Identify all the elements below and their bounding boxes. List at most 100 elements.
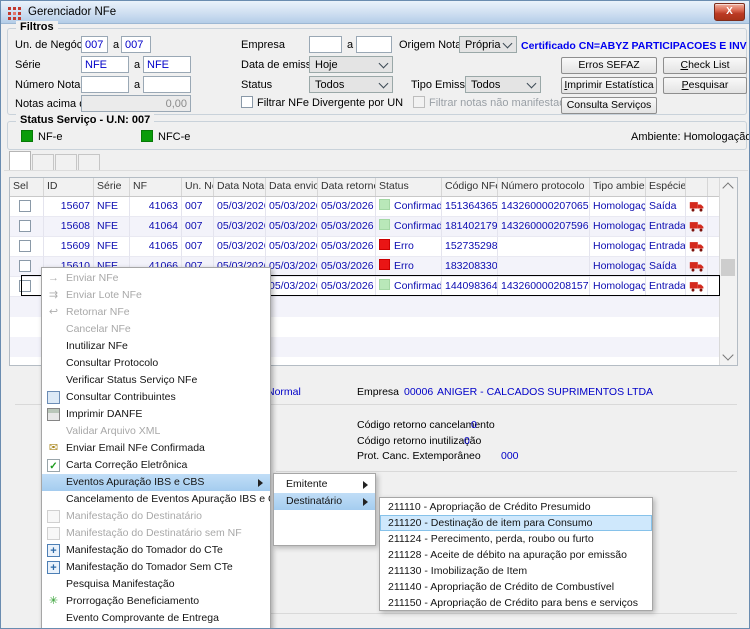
menu-item[interactable]: Cancelamento de Eventos Apuração IBS e C…	[66, 493, 270, 505]
nfe-label: NF-e	[38, 131, 63, 143]
menu-item[interactable]: Manifestação do Destinatário sem NF	[42, 525, 270, 542]
scroll-up-icon[interactable]	[722, 182, 734, 194]
letter-check-icon	[47, 459, 60, 472]
pesquisar-button[interactable]: Pesquisar	[663, 77, 747, 94]
status-servico-title: Status Serviço - U.N: 007	[16, 114, 155, 126]
menu-item[interactable]: Manifestação do Tomador do CTe	[42, 542, 270, 559]
notas-acima-input	[81, 95, 191, 112]
tab-strip	[9, 151, 101, 170]
submenu-evento-item[interactable]: 211128 - Aceite de débito na apuração po…	[388, 549, 627, 561]
col-especie[interactable]: Espécie	[646, 178, 686, 196]
menu-item[interactable]: Consultar Protocolo	[66, 357, 159, 369]
col-sel[interactable]: Sel	[10, 178, 44, 196]
menu-item[interactable]: Enviar Lote NFe	[42, 287, 270, 304]
lower-groupbox-border	[271, 613, 737, 614]
menu-item[interactable]: Pesquisa Manifestação	[66, 578, 175, 590]
row-checkbox[interactable]	[19, 260, 31, 272]
col-serie[interactable]: Série	[94, 178, 130, 196]
col-data-retorno[interactable]: Data retorno	[318, 178, 376, 196]
info-divider	[15, 404, 737, 405]
menu-item[interactable]: Evento Comprovante de Entrega	[66, 612, 219, 624]
check-list-button[interactable]: Check List	[663, 57, 747, 74]
empresa-to-input[interactable]	[356, 36, 392, 53]
tab[interactable]	[32, 154, 54, 170]
truck-icon	[689, 222, 704, 232]
table-row[interactable]: 15608 NFE 41064 007 05/03/2026 05/03/202…	[10, 217, 737, 237]
empresa-from-input[interactable]	[309, 36, 342, 53]
col-nf[interactable]: NF	[130, 178, 182, 196]
serie-from-input[interactable]	[81, 56, 129, 73]
menu-item[interactable]: Enviar Email NFe Confirmada	[42, 440, 270, 457]
canc-label: Código retorno cancelamento	[357, 419, 495, 431]
erros-sefaz-button[interactable]: Erros SEFAZ	[561, 57, 657, 74]
menu-item[interactable]: Carta Correção Eletrônica	[42, 457, 270, 474]
menu-item[interactable]: Inutilizar NFe	[66, 340, 128, 352]
submenu-evento-item[interactable]: 211110 - Apropriação de Crédito Presumid…	[388, 501, 591, 513]
menu-item[interactable]: Cancelar NFe	[66, 323, 131, 335]
send-batch-icon	[47, 289, 60, 302]
origem-nota-select[interactable]: Própria	[459, 36, 517, 53]
truck-icon	[689, 202, 704, 212]
grid-vertical-scrollbar[interactable]	[719, 178, 737, 365]
imprimir-estatistica-button[interactable]: Imprimir Estatística	[561, 77, 657, 94]
status-select[interactable]: Todos	[309, 76, 393, 93]
table-row[interactable]: 15607 NFE 41063 007 05/03/2026 05/03/202…	[10, 197, 737, 217]
row-checkbox[interactable]	[19, 280, 31, 292]
menu-item[interactable]: Prorrogação Beneficiamento	[42, 593, 270, 610]
numero-nota-to-input[interactable]	[143, 76, 191, 93]
un-negocio-from-input[interactable]	[81, 36, 108, 53]
menu-item[interactable]: Enviar NFe	[42, 270, 270, 287]
menu-item[interactable]: Eventos Apuração IBS e CBS	[42, 474, 270, 491]
submenu-item[interactable]: Destinatário	[274, 493, 375, 510]
contacts-icon	[47, 391, 60, 404]
row-checkbox[interactable]	[19, 200, 31, 212]
col-tipo-ambiente[interactable]: Tipo ambiente	[590, 178, 646, 196]
serie-label: Série	[15, 59, 41, 71]
scroll-down-icon[interactable]	[722, 349, 734, 361]
col-status[interactable]: Status	[376, 178, 442, 196]
tab[interactable]	[55, 154, 77, 170]
info-empresa-label: Empresa	[357, 386, 400, 398]
menu-item[interactable]: Retornar NFe	[42, 304, 270, 321]
scrollbar-thumb[interactable]	[721, 259, 735, 276]
submenu-evento-item[interactable]: 211120 - Destinação de item para Consumo	[380, 515, 652, 531]
submenu-item[interactable]: Emitente	[274, 476, 375, 493]
menu-item[interactable]: Manifestação do Tomador Sem CTe	[42, 559, 270, 576]
table-row[interactable]: 15609 NFE 41065 007 05/03/2026 05/03/202…	[10, 237, 737, 257]
tipo-emissao-select[interactable]: Todos	[465, 76, 541, 93]
submenu-evento-item[interactable]: 211150 - Apropriação de Crédito para ben…	[388, 597, 639, 609]
nfce-status-led	[141, 130, 153, 142]
submenu-evento-item[interactable]: 211130 - Imobilização de Item	[388, 565, 528, 577]
menu-item[interactable]: Manifestação do Destinatário	[42, 508, 270, 525]
tab[interactable]	[9, 151, 31, 170]
col-codigo-nfe[interactable]: Código NFe	[442, 178, 498, 196]
menu-item[interactable]: Consultar Contribuintes	[42, 389, 270, 406]
serie-to-input[interactable]	[143, 56, 191, 73]
filtrar-divergente-checkbox[interactable]	[241, 96, 253, 108]
submenu-evento-item[interactable]: 211140 - Apropriação de Crédito de Combu…	[388, 581, 615, 593]
tab[interactable]	[78, 154, 100, 170]
status-badge	[379, 219, 390, 230]
col-data-envio[interactable]: Data envio	[266, 178, 318, 196]
row-checkbox[interactable]	[19, 220, 31, 232]
consulta-servicos-button[interactable]: Consulta Serviços	[561, 97, 657, 114]
col-data-nota[interactable]: Data Nota	[214, 178, 266, 196]
menu-item[interactable]: Imprimir DANFE	[42, 406, 270, 423]
menu-item[interactable]: Verificar Status Serviço NFe	[66, 374, 198, 386]
numero-nota-label: Número Nota	[15, 79, 81, 91]
filtrar-nao-manifestadas-label: Filtrar notas não manifestadas	[429, 97, 577, 109]
col-un-neg[interactable]: Un. Neg.	[182, 178, 214, 196]
col-id[interactable]: ID	[44, 178, 94, 196]
close-button[interactable]: X	[714, 3, 745, 21]
submenu-evento-item[interactable]: 211124 - Perecimento, perda, roubo ou fu…	[388, 533, 594, 545]
un-negocio-to-input[interactable]	[121, 36, 151, 53]
submenu-destino: Emitente Destinatário	[273, 473, 376, 546]
prot-canc-label: Prot. Canc. Extemporâneo	[357, 450, 481, 462]
col-numero-protocolo[interactable]: Número protocolo	[498, 178, 590, 196]
row-checkbox[interactable]	[19, 240, 31, 252]
filters-title: Filtros	[16, 21, 58, 33]
menu-item[interactable]: Validar Arquivo XML	[66, 425, 161, 437]
filtrar-divergente-label: Filtrar NFe Divergente por UN	[257, 97, 404, 109]
numero-nota-from-input[interactable]	[81, 76, 129, 93]
data-emissao-select[interactable]: Hoje	[309, 56, 393, 73]
